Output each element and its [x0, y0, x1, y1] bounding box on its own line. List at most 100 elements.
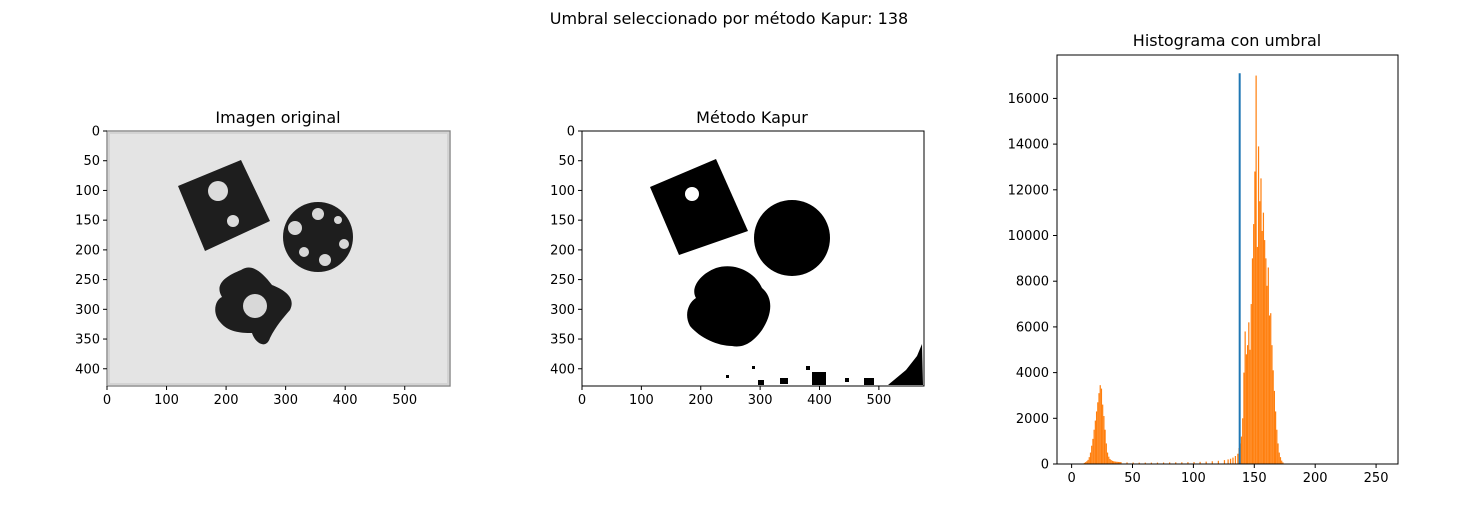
- kapur-object-blob: [687, 266, 771, 347]
- kapur-y-axis: 0 50 100 150 200 250 300 350 400: [550, 125, 582, 377]
- histogram-bar: [1211, 461, 1213, 464]
- histogram-bar: [1253, 224, 1255, 464]
- orig-ytick-label: 150: [75, 214, 100, 229]
- panel-original: Imagen original 0 50 100 150 200 250 300 350 400…: [75, 108, 451, 408]
- histogram-bar: [1094, 420, 1096, 464]
- kap-xtick-label: 300: [748, 393, 773, 408]
- histogram-bar: [1120, 462, 1122, 464]
- histogram-ytick-label: 12000: [1008, 183, 1049, 198]
- orig-ytick-label: 50: [83, 154, 100, 169]
- histogram-bar: [1244, 331, 1246, 464]
- kap-ytick-label: 50: [558, 154, 575, 169]
- original-image-vignette: [106, 130, 451, 387]
- original-y-axis: 0 50 100 150 200 250 300 350 400: [75, 125, 107, 377]
- kapur-x-axis: 0 100 200 300 400 500: [578, 386, 891, 408]
- kap-ytick-label: 300: [550, 303, 575, 318]
- histogram-bar: [1103, 416, 1105, 464]
- histogram-bar: [1276, 429, 1278, 464]
- histogram-xtick-label: 200: [1303, 471, 1328, 486]
- histogram-bar: [1205, 461, 1207, 464]
- histogram-bar: [1234, 456, 1237, 464]
- histogram-bar: [1256, 246, 1258, 464]
- original-image: [106, 130, 451, 387]
- histogram-bar: [1254, 171, 1256, 464]
- histogram-bar: [1193, 462, 1195, 464]
- histogram-ytick-label: 14000: [1008, 138, 1049, 153]
- histogram-bar: [1102, 404, 1104, 464]
- histogram-bar: [1114, 461, 1116, 464]
- histogram-bar: [1091, 445, 1093, 464]
- kapur-object-disk: [754, 200, 830, 276]
- kap-ytick-label: 400: [550, 362, 575, 377]
- histogram-bar: [1272, 370, 1274, 464]
- histogram-bar: [1249, 349, 1251, 464]
- histogram-bar: [1223, 460, 1226, 464]
- histogram-frame: [1056, 54, 1399, 465]
- kap-ytick-label: 200: [550, 243, 575, 258]
- orig-ytick-label: 100: [75, 184, 100, 199]
- orig-ytick-label: 400: [75, 362, 100, 377]
- histogram-bar: [1100, 388, 1103, 464]
- histogram-xtick-label: 50: [1124, 471, 1141, 486]
- histogram-ytick-label: 0: [1041, 458, 1049, 473]
- orig-ytick-label: 300: [75, 303, 100, 318]
- histogram-ytick-label: 10000: [1008, 229, 1049, 244]
- histogram-bar: [1264, 240, 1266, 464]
- kapur-image-title: Método Kapur: [696, 108, 808, 127]
- figure-suptitle: Umbral seleccionado por método Kapur: 13…: [550, 9, 908, 28]
- histogram-bar: [1119, 461, 1121, 464]
- histogram-bar: [1099, 385, 1101, 464]
- histogram-bar: [1261, 230, 1263, 464]
- histogram-bar: [1248, 322, 1250, 464]
- histogram-xtick-label: 250: [1364, 471, 1389, 486]
- histogram-bar: [1097, 402, 1099, 464]
- histogram-bar: [1144, 462, 1146, 464]
- histogram-bar: [1268, 315, 1271, 464]
- histogram-bar: [1279, 457, 1282, 464]
- histogram-bar: [1117, 461, 1120, 464]
- histogram-bar: [1251, 258, 1254, 464]
- histogram-x-axis: 0 50 100 150 200 250: [1067, 464, 1388, 486]
- histogram-bar: [1138, 462, 1140, 464]
- histogram-bar: [1187, 462, 1189, 464]
- kap-ytick-label: 350: [550, 333, 575, 348]
- histogram-bar: [1237, 453, 1239, 464]
- histogram-bar: [1085, 462, 1087, 464]
- histogram-bar: [1156, 462, 1159, 464]
- histogram-bar: [1274, 411, 1277, 464]
- histogram-bar: [1250, 304, 1252, 464]
- histogram-bar: [1229, 458, 1232, 464]
- histogram-bars: [1083, 75, 1284, 465]
- kap-xtick-label: 0: [578, 393, 586, 408]
- histogram-y-axis: 0 2000 4000 6000 8000 10000 12000 14000 16000: [1008, 92, 1057, 473]
- histogram-bar: [1232, 457, 1234, 464]
- kapur-object-square: [650, 159, 748, 255]
- orig-xtick-label: 500: [392, 393, 417, 408]
- histogram-bar: [1259, 201, 1261, 465]
- histogram-bar: [1240, 436, 1243, 464]
- histogram-bar: [1115, 461, 1117, 464]
- histogram-bar: [1273, 390, 1275, 464]
- kap-ytick-label: 250: [550, 273, 575, 288]
- histogram-bar: [1282, 462, 1284, 464]
- histogram-bar: [1093, 429, 1095, 464]
- panel-histogram: Histograma con umbral 020004000600080001…: [1008, 31, 1399, 486]
- histogram-bar: [1242, 418, 1244, 464]
- histogram-bar: [1092, 438, 1094, 464]
- kap-xtick-label: 500: [866, 393, 891, 408]
- histogram-bar: [1267, 267, 1269, 464]
- orig-xtick-label: 100: [154, 393, 179, 408]
- orig-xtick-label: 400: [333, 393, 358, 408]
- histogram-bar: [1278, 452, 1280, 464]
- original-image-title: Imagen original: [215, 108, 340, 127]
- histogram-bar: [1265, 258, 1267, 464]
- orig-ytick-label: 0: [92, 125, 100, 140]
- histogram-bar: [1111, 460, 1114, 464]
- histogram-bar: [1246, 345, 1249, 464]
- orig-xtick-label: 0: [103, 393, 111, 408]
- histogram-bar: [1277, 443, 1279, 464]
- histogram-bar: [1086, 461, 1088, 464]
- histogram-bar: [1126, 462, 1128, 464]
- kapur-image: [581, 130, 925, 387]
